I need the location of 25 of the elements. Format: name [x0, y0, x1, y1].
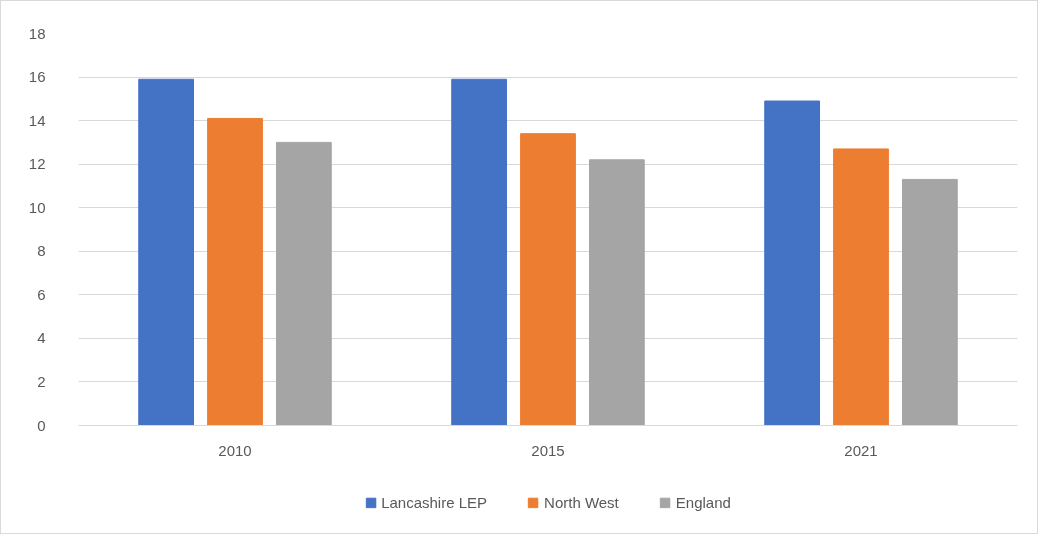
bar [901, 178, 958, 426]
y-tick-label: 16 [28, 68, 46, 86]
bar [520, 133, 576, 426]
y-tick-label: 6 [37, 285, 46, 303]
legend-label: England [675, 493, 731, 511]
bar [833, 148, 889, 426]
bar [588, 159, 645, 426]
y-tick-label: 10 [28, 198, 46, 216]
y-tick-label: 12 [28, 155, 46, 173]
legend-label: North West [544, 493, 619, 511]
x-tick-label: 2015 [531, 441, 565, 459]
y-tick-label: 2 [37, 372, 46, 390]
y-tick-label: 14 [28, 111, 46, 129]
legend-label: Lancashire LEP [381, 493, 488, 511]
bar [138, 78, 195, 426]
bar [207, 117, 263, 426]
y-tick-label: 4 [37, 329, 46, 347]
bar [275, 141, 332, 426]
x-tick-label: 2010 [218, 441, 252, 459]
bar [451, 78, 508, 426]
bar [764, 100, 821, 426]
y-tick-label: 8 [37, 242, 46, 260]
y-tick-label: 0 [37, 416, 46, 434]
y-tick-label: 18 [28, 24, 46, 42]
x-tick-label: 2021 [844, 441, 878, 459]
